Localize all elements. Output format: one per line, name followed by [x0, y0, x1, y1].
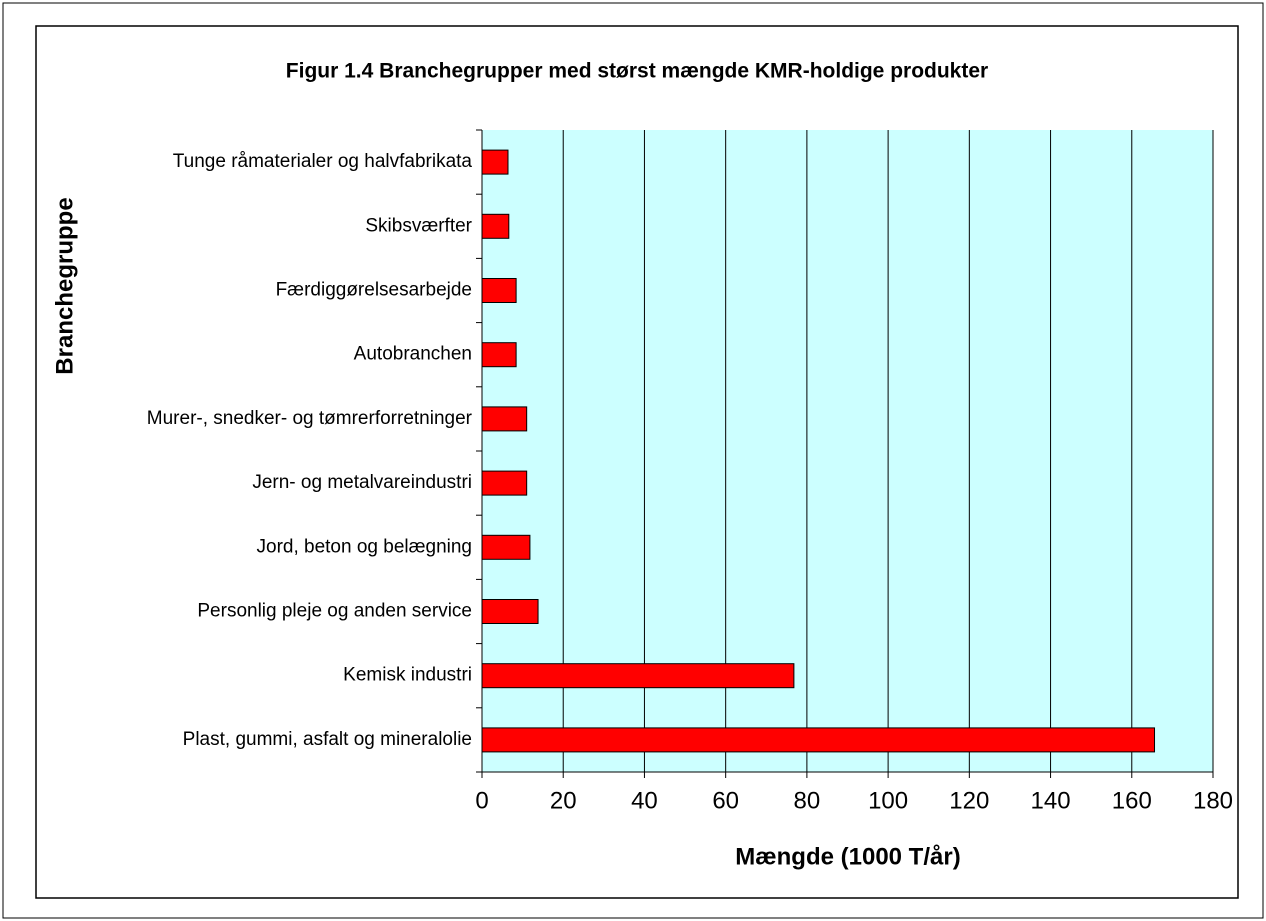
- bar: [481, 406, 528, 432]
- x-tick-label: 20: [550, 787, 577, 814]
- x-tick-label: 80: [794, 787, 821, 814]
- x-tick-label: 120: [949, 787, 989, 814]
- x-tick-label: 0: [475, 787, 488, 814]
- x-tick-label: 180: [1193, 787, 1233, 814]
- y-tick-label: Plast, gummi, asfalt og mineralolie: [183, 729, 472, 750]
- x-tick-label: 40: [631, 787, 658, 814]
- bar: [481, 278, 517, 303]
- bar: [481, 149, 509, 175]
- bar: [481, 470, 528, 496]
- x-tick-label: 60: [712, 787, 739, 814]
- y-tick-label: Tunge råmaterialer og halvfabrikata: [173, 151, 473, 172]
- y-axis-label: Branchegruppe: [51, 197, 78, 374]
- y-tick-label: Kemisk industri: [343, 665, 472, 686]
- y-tick-label: Færdiggørelsesarbejde: [276, 280, 472, 301]
- x-tick-label: 160: [1112, 787, 1152, 814]
- bar: [481, 213, 510, 239]
- y-tick-label: Personlig pleje og anden service: [197, 601, 472, 622]
- y-tick-label: Murer-, snedker- og tømrerforretninger: [147, 408, 473, 429]
- x-tick-label: 100: [868, 787, 908, 814]
- y-tick-label: Jern- og metalvareindustri: [252, 472, 472, 493]
- x-tick-label: 140: [1031, 787, 1071, 814]
- bar: [481, 663, 795, 689]
- bar: [481, 534, 531, 560]
- bar: [481, 342, 517, 368]
- y-tick-label: Jord, beton og belægning: [257, 536, 473, 557]
- x-axis-label: Mængde (1000 T/år): [735, 843, 960, 870]
- y-tick-label: Skibsværfter: [365, 215, 472, 236]
- bar: [481, 727, 1156, 753]
- chart-title: Figur 1.4 Branchegrupper med størst mæng…: [286, 60, 988, 83]
- bar: [481, 599, 539, 624]
- y-tick-label: Autobranchen: [354, 344, 472, 365]
